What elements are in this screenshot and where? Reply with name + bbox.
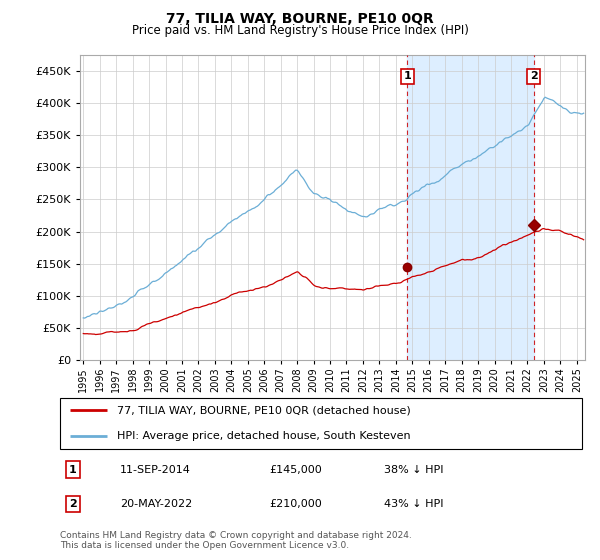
Bar: [407, 55, 533, 360]
Text: 2: 2: [530, 71, 538, 81]
Text: £210,000: £210,000: [269, 499, 322, 509]
Text: Price paid vs. HM Land Registry's House Price Index (HPI): Price paid vs. HM Land Registry's House …: [131, 24, 469, 37]
FancyBboxPatch shape: [60, 398, 582, 449]
Text: 2: 2: [69, 499, 77, 509]
Text: 20-MAY-2022: 20-MAY-2022: [120, 499, 192, 509]
Text: HPI: Average price, detached house, South Kesteven: HPI: Average price, detached house, Sout…: [118, 431, 411, 441]
Text: £145,000: £145,000: [269, 465, 322, 475]
Text: Contains HM Land Registry data © Crown copyright and database right 2024.
This d: Contains HM Land Registry data © Crown c…: [60, 531, 412, 550]
Text: 77, TILIA WAY, BOURNE, PE10 0QR: 77, TILIA WAY, BOURNE, PE10 0QR: [166, 12, 434, 26]
Text: 38% ↓ HPI: 38% ↓ HPI: [383, 465, 443, 475]
Text: 11-SEP-2014: 11-SEP-2014: [120, 465, 191, 475]
Text: 77, TILIA WAY, BOURNE, PE10 0QR (detached house): 77, TILIA WAY, BOURNE, PE10 0QR (detache…: [118, 405, 411, 416]
Text: 1: 1: [69, 465, 77, 475]
Text: 43% ↓ HPI: 43% ↓ HPI: [383, 499, 443, 509]
Text: 1: 1: [404, 71, 412, 81]
